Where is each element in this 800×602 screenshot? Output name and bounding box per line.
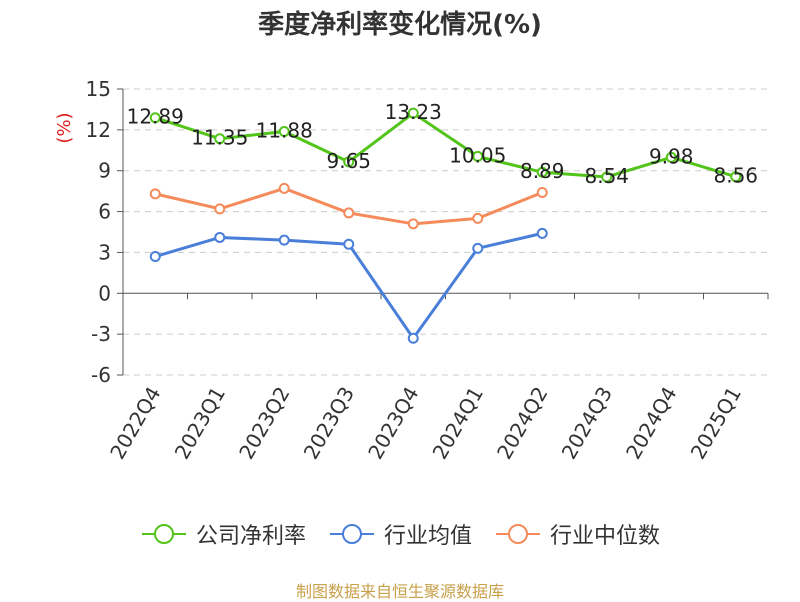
data-label: 8.89 bbox=[520, 159, 565, 183]
legend-swatch bbox=[329, 524, 374, 544]
legend-item[interactable]: 行业中位数 bbox=[494, 518, 660, 550]
data-point bbox=[214, 133, 226, 145]
data-point bbox=[730, 171, 742, 183]
y-axis-label: (%) bbox=[54, 112, 75, 143]
x-tick-label: 2024Q2 bbox=[492, 383, 552, 464]
y-tick-label: -6 bbox=[91, 363, 111, 387]
data-label: 13.23 bbox=[385, 100, 442, 124]
x-tick-label: 2023Q1 bbox=[170, 383, 230, 464]
legend-label: 行业中位数 bbox=[550, 524, 661, 549]
data-label: 9.98 bbox=[649, 144, 694, 168]
data-point bbox=[149, 112, 161, 124]
x-tick-label: 2023Q2 bbox=[234, 383, 294, 464]
y-tick-label: 3 bbox=[98, 240, 111, 264]
data-point bbox=[472, 242, 484, 254]
data-point bbox=[278, 234, 290, 246]
data-point bbox=[536, 187, 548, 199]
legend-item[interactable]: 行业均值 bbox=[328, 518, 472, 550]
legend-swatch bbox=[496, 524, 540, 544]
series-line bbox=[154, 186, 543, 226]
data-label: 10.05 bbox=[449, 143, 506, 167]
grid-lines bbox=[123, 88, 768, 376]
data-point bbox=[601, 171, 613, 183]
data-point bbox=[472, 150, 484, 162]
x-tick-label: 2023Q3 bbox=[299, 383, 359, 464]
data-point bbox=[214, 203, 226, 215]
data-label: 8.56 bbox=[713, 164, 758, 188]
x-tick-label: 2024Q3 bbox=[557, 383, 617, 464]
y-tick-label: 15 bbox=[86, 77, 111, 101]
chart-title: 季度净利率变化情况(%) bbox=[258, 10, 542, 40]
data-point bbox=[149, 251, 161, 263]
y-tick-label: 12 bbox=[86, 118, 111, 142]
data-point bbox=[343, 156, 355, 168]
data-point bbox=[149, 188, 161, 200]
data-label: 11.35 bbox=[191, 126, 248, 150]
data-point bbox=[407, 218, 419, 230]
legend-item[interactable]: 公司净利率 bbox=[140, 518, 306, 550]
x-tick-label: 2023Q4 bbox=[363, 383, 423, 464]
data-point bbox=[472, 212, 484, 224]
x-tick-label: 2024Q1 bbox=[428, 383, 488, 464]
data-point bbox=[665, 151, 677, 163]
data-point bbox=[536, 227, 548, 239]
data-label: 8.54 bbox=[584, 164, 629, 188]
legend: 公司净利率 行业均值 行业中位数 bbox=[0, 518, 800, 550]
data-point bbox=[214, 231, 226, 243]
source-note: 制图数据来自恒生聚源数据库 bbox=[295, 582, 504, 601]
data-point bbox=[343, 238, 355, 250]
data-point bbox=[278, 125, 290, 137]
data-label: 9.65 bbox=[326, 149, 371, 173]
series-lines bbox=[149, 107, 742, 344]
data-point bbox=[407, 332, 419, 344]
data-label: 11.88 bbox=[256, 118, 313, 142]
x-tick-label: 2025Q1 bbox=[686, 383, 746, 464]
data-point bbox=[343, 207, 355, 219]
x-tick-label: 2022Q4 bbox=[105, 383, 165, 464]
data-labels: 12.89 11.35 11.88 9.65 13.23 10.05 8.89 8.54 9.9… bbox=[127, 100, 758, 188]
data-point bbox=[536, 166, 548, 178]
y-tick-label: 6 bbox=[98, 200, 111, 224]
y-tick-label: 0 bbox=[98, 281, 111, 305]
x-tick-label: 2024Q4 bbox=[621, 383, 681, 464]
y-tick-label: -3 bbox=[91, 322, 111, 346]
data-label: 12.89 bbox=[127, 105, 184, 129]
legend-label: 公司净利率 bbox=[195, 524, 306, 549]
data-point bbox=[278, 182, 290, 194]
legend-label: 行业均值 bbox=[383, 524, 472, 549]
series-line bbox=[154, 111, 737, 179]
legend-swatch bbox=[141, 524, 186, 544]
data-point bbox=[407, 107, 419, 119]
y-tick-label: 9 bbox=[98, 159, 111, 183]
